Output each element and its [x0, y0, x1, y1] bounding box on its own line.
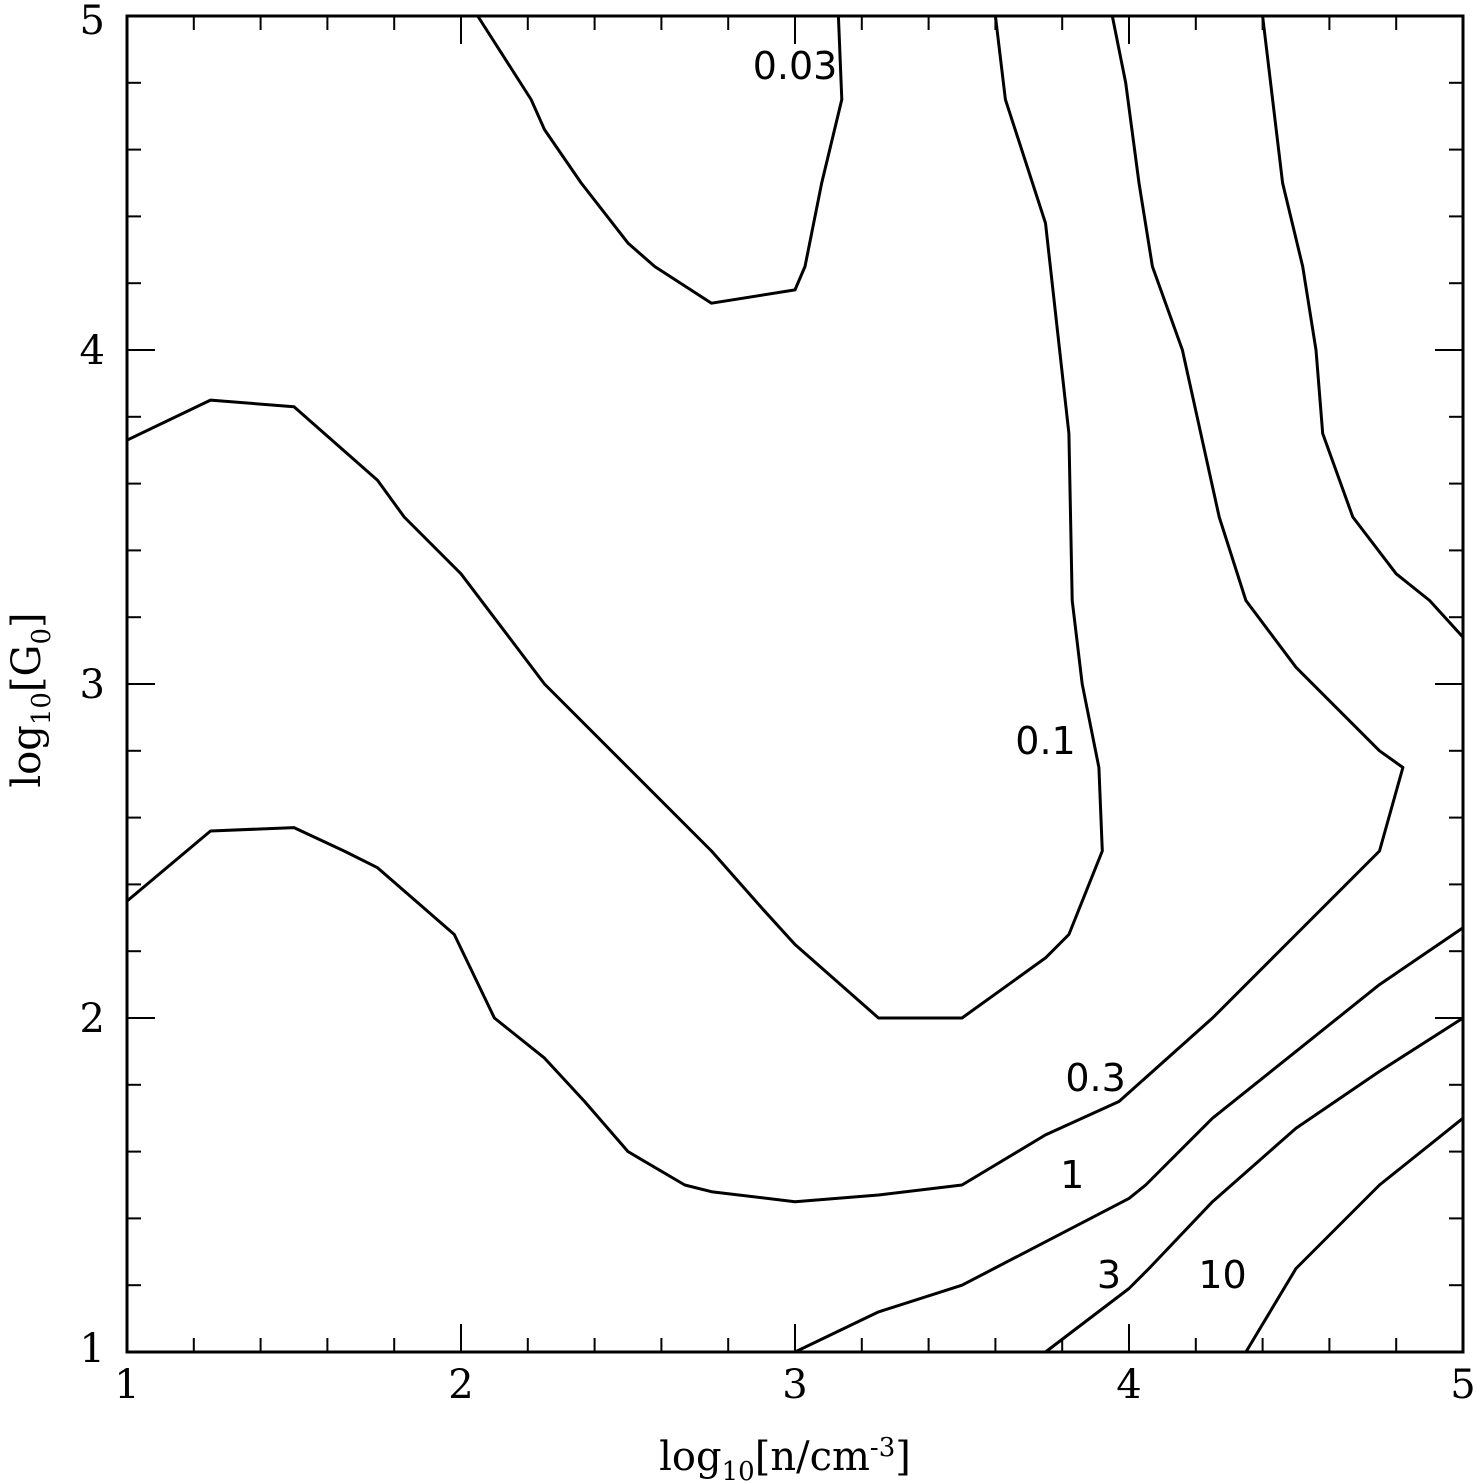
x-tick-labels: 1 2 3 4 5	[114, 1362, 1475, 1408]
x-tick-label: 2	[448, 1362, 473, 1408]
contour-line-3	[1044, 1016, 1465, 1354]
contour-line-10	[1244, 1116, 1465, 1354]
y-tick-label: 5	[80, 0, 105, 44]
y-tick-label: 1	[80, 1326, 105, 1372]
x-tick-label: 3	[782, 1362, 807, 1408]
contour-line-1	[793, 926, 1465, 1354]
contour-line-0.3	[125, 14, 1405, 1204]
plot-frame	[125, 14, 1465, 1354]
y-tick-label: 4	[80, 328, 105, 374]
contour-label: 0.1	[1015, 719, 1075, 763]
contour-line-0.03	[476, 14, 844, 305]
contour-label: 0.3	[1065, 1056, 1125, 1100]
contour-lines	[125, 14, 1465, 1354]
y-tick-label: 3	[80, 662, 105, 708]
y-tick-labels: 1 2 3 4 5	[80, 0, 105, 1372]
x-axis-label: log10[n/cm-3]	[659, 1433, 911, 1483]
x-tick-label: 5	[1450, 1362, 1475, 1408]
contour-line-0.1	[125, 14, 1104, 1020]
contour-labels: 0.03 0.1 0.3 1 3 10	[753, 44, 1247, 1297]
tick-marks	[126, 15, 1464, 1353]
contour-line	[1261, 14, 1465, 639]
y-tick-label: 2	[80, 996, 105, 1042]
contour-label: 0.03	[753, 44, 838, 88]
x-tick-label: 1	[114, 1362, 139, 1408]
x-tick-label: 4	[1116, 1362, 1141, 1408]
contour-label: 3	[1097, 1253, 1121, 1297]
contour-label: 1	[1060, 1153, 1084, 1197]
y-axis-label: log10[G0]	[4, 612, 57, 787]
contour-label: 10	[1198, 1253, 1246, 1297]
